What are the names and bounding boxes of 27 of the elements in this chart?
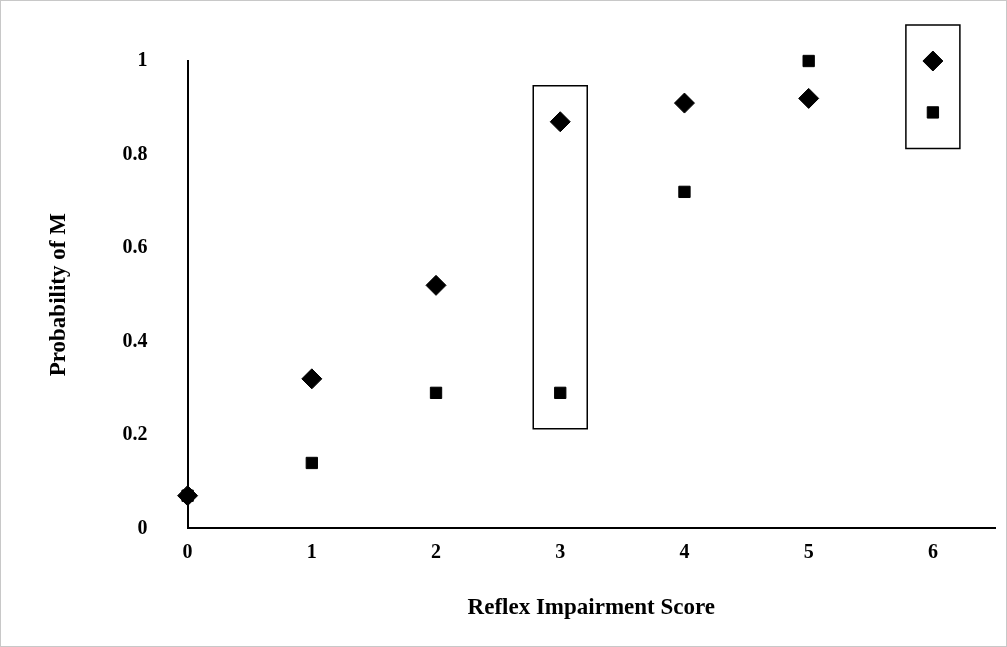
x-tick-label: 2 <box>431 539 442 562</box>
x-axis-title: Reflex Impairment Score <box>467 594 715 620</box>
point <box>549 111 571 133</box>
y-tick-label: 0.4 <box>122 328 148 351</box>
point <box>425 274 447 296</box>
point <box>554 386 567 400</box>
y-tick-label: 0.6 <box>122 235 148 258</box>
x-tick-label: 6 <box>927 539 938 562</box>
point <box>922 50 944 72</box>
point <box>678 185 691 199</box>
y-tick-label: 0 <box>137 515 148 538</box>
x-tick-label: 0 <box>182 539 193 562</box>
point <box>673 92 695 114</box>
point <box>926 106 940 119</box>
x-tick-label: 3 <box>555 539 566 562</box>
y-tick-label: 1 <box>137 48 148 71</box>
point <box>429 386 443 400</box>
point <box>301 368 323 390</box>
y-tick-label: 0.2 <box>122 422 148 445</box>
point <box>305 456 318 470</box>
x-tick-label: 1 <box>306 539 317 562</box>
y-tick-label: 0.8 <box>122 141 148 164</box>
x-tick-label: 5 <box>803 539 814 562</box>
y-axis-title: Probability of M <box>44 212 70 377</box>
point <box>798 87 820 109</box>
x-tick-label: 4 <box>679 539 690 562</box>
point <box>802 54 815 68</box>
